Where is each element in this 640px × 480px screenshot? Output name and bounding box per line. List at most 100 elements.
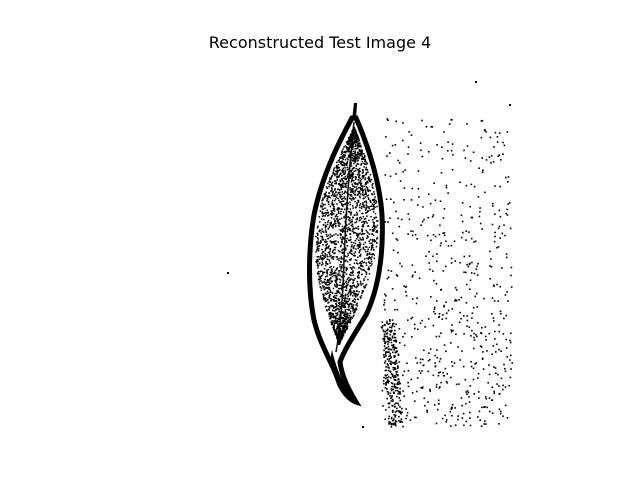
noise-speck [435, 422, 438, 425]
noise-speck [471, 317, 473, 319]
leaf-speck [338, 166, 340, 169]
noise-speck [391, 398, 394, 401]
leaf-speck [357, 234, 360, 236]
leaf-speck [347, 317, 350, 319]
noise-speck [442, 217, 445, 219]
leaf-speck [374, 206, 376, 208]
noise-speck [509, 202, 511, 204]
leaf-speck [356, 160, 358, 162]
noise-speck [394, 389, 397, 392]
noise-speck [436, 253, 438, 255]
noise-speck [421, 319, 423, 322]
leaf-speck [324, 252, 327, 255]
leaf-speck [317, 245, 320, 248]
leaf-speck [341, 183, 343, 185]
leaf-speck [330, 305, 332, 307]
noise-speck [416, 390, 418, 393]
leaf-speck [359, 170, 361, 173]
leaf-speck [361, 187, 364, 189]
leaf-speck [321, 261, 324, 263]
leaf-speck [317, 278, 320, 281]
noise-speck [451, 365, 454, 367]
noise-speck [383, 304, 385, 306]
leaf-speck [351, 174, 353, 176]
noise-speck [467, 391, 470, 394]
leaf-speck [349, 285, 352, 287]
noise-speck [451, 407, 453, 409]
noise-speck [393, 322, 395, 325]
leaf-speck [343, 305, 345, 307]
leaf-speck [353, 140, 356, 142]
leaf-speck [349, 188, 351, 191]
leaf-speck [342, 306, 345, 308]
leaf-speck [345, 300, 347, 303]
noise-speck [392, 324, 394, 326]
noise-speck [405, 408, 407, 410]
leaf-speck [323, 193, 326, 195]
leaf-speck [353, 160, 355, 162]
noise-speck [397, 251, 399, 254]
noise-speck [388, 421, 390, 423]
leaf-speck [339, 156, 342, 159]
leaf-speck [354, 143, 357, 146]
noise-speck [450, 425, 452, 427]
noise-speck [488, 397, 491, 399]
leaf-speck [365, 212, 367, 214]
leaf-speck [328, 309, 330, 311]
leaf-speck [347, 159, 349, 161]
leaf-speck [328, 196, 330, 198]
leaf-speck [351, 230, 354, 233]
leaf-speck [365, 272, 368, 274]
leaf-speck [350, 173, 353, 176]
leaf-speck [343, 230, 345, 232]
leaf-speck [364, 196, 367, 198]
leaf-speck [344, 289, 347, 292]
leaf-speck [355, 147, 358, 150]
leaf-speck [357, 168, 359, 171]
noise-speck [498, 385, 500, 387]
noise-speck [393, 414, 395, 416]
leaf-speck [362, 177, 364, 179]
leaf-speck [357, 201, 360, 203]
leaf-speck [345, 325, 348, 327]
leaf-speck [354, 151, 356, 154]
noise-speck [434, 199, 437, 201]
leaf-speck [338, 225, 340, 227]
noise-speck [488, 373, 491, 376]
noise-speck [450, 330, 453, 333]
noise-speck [390, 388, 393, 390]
noise-speck [397, 159, 399, 162]
noise-speck [443, 131, 445, 133]
leaf-speck [350, 238, 352, 241]
noise-speck [498, 324, 500, 326]
leaf-speck [327, 219, 330, 222]
noise-speck [438, 312, 441, 315]
leaf-speck [336, 209, 339, 211]
leaf-speck [336, 161, 338, 164]
noise-speck [459, 181, 461, 184]
leaf-speck [332, 251, 334, 253]
leaf-speck [373, 191, 375, 193]
leaf-speck [331, 323, 334, 326]
leaf-speck [338, 302, 340, 305]
noise-speck [424, 326, 426, 328]
noise-speck [392, 346, 394, 349]
noise-speck [492, 284, 495, 287]
noise-speck [394, 375, 396, 377]
leaf-speck [365, 173, 367, 176]
leaf-speck [355, 183, 357, 185]
leaf-speck [330, 241, 333, 243]
leaf-speck [322, 203, 324, 206]
noise-speck [466, 315, 468, 317]
leaf-speck [363, 166, 365, 168]
leaf-speck [357, 236, 359, 238]
leaf-speck [346, 255, 348, 258]
leaf-speck [325, 283, 327, 286]
leaf-speck [348, 140, 351, 142]
leaf-speck [342, 320, 344, 322]
leaf-speck [349, 203, 351, 206]
noise-speck [386, 277, 389, 280]
noise-speck [494, 213, 496, 215]
leaf-speck [333, 223, 335, 225]
leaf-speck [328, 295, 331, 297]
